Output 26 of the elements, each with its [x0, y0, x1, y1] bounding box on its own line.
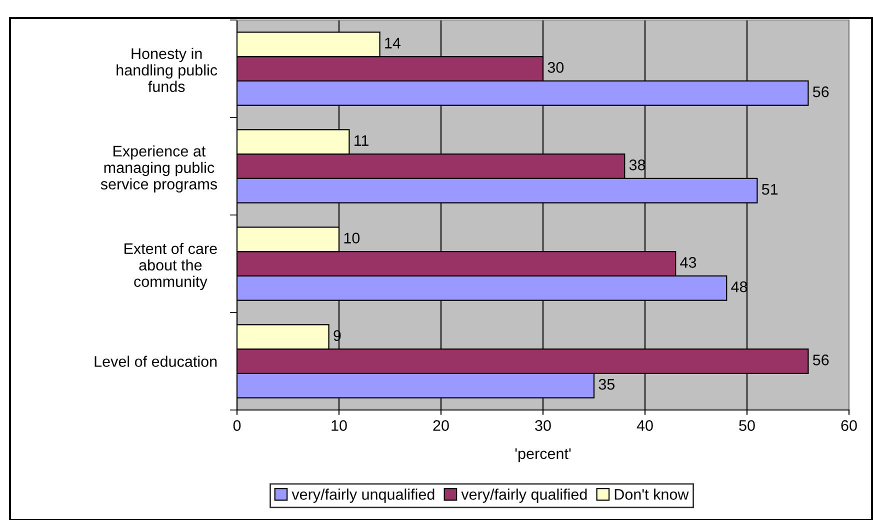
legend-label: Don't know [614, 488, 689, 500]
data-label: 14 [385, 38, 401, 48]
data-label: 51 [762, 184, 778, 195]
x-tick-label: 30 [535, 420, 551, 431]
x-tick-label: 10 [332, 420, 347, 431]
legend-label: very/fairly unqualified [292, 488, 434, 503]
data-label: 56 [812, 86, 829, 98]
x-axis-title: 'percent' [515, 448, 571, 462]
y-tick-label: Level of education [94, 356, 217, 367]
data-label: 35 [598, 378, 615, 390]
data-label: 10 [344, 232, 360, 244]
y-tick-label: Experience at managing public service programs [100, 145, 218, 193]
y-tick-label: Extent of care about the community [124, 242, 217, 290]
data-label: 56 [812, 354, 829, 366]
data-label: 30 [548, 62, 564, 73]
x-tick-label: 60 [841, 420, 857, 431]
data-label: 43 [680, 257, 696, 268]
data-label: 48 [731, 281, 748, 292]
data-label: 38 [629, 160, 646, 170]
x-tick-label: 50 [739, 420, 755, 431]
legend-label: very/fairly qualified [461, 488, 587, 503]
x-tick-label: 40 [636, 420, 653, 431]
y-tick-label: Honesty in handling public funds [116, 48, 218, 92]
x-tick-label: 0 [233, 420, 241, 431]
x-tick-label: 20 [433, 420, 449, 431]
data-label: 11 [354, 135, 368, 146]
